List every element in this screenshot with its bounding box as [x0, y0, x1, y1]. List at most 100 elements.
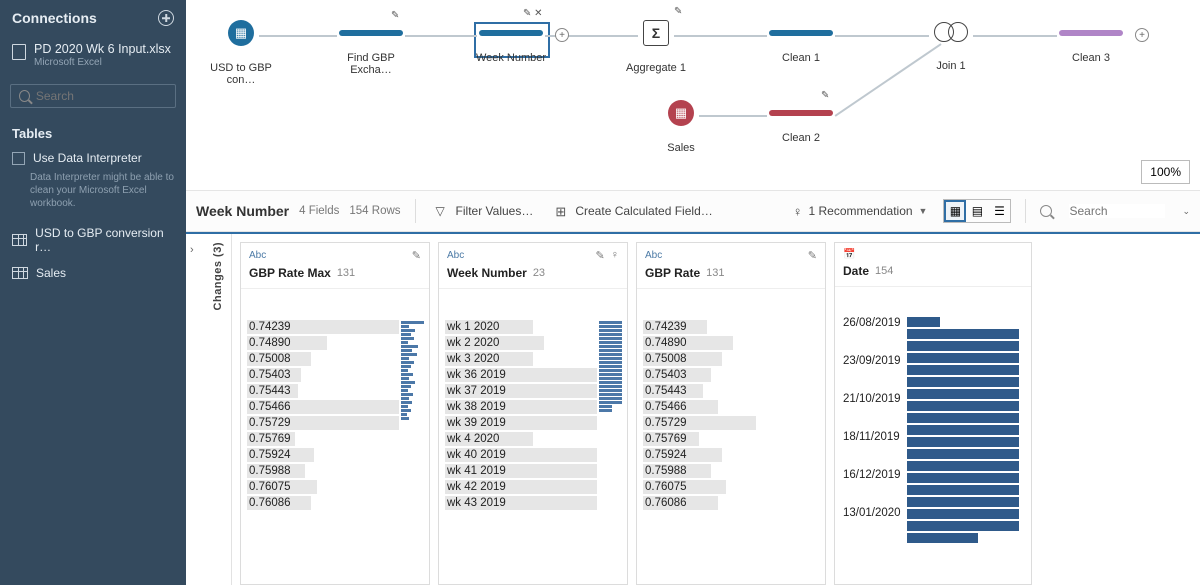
value-row[interactable]: 0.75008: [637, 351, 825, 367]
add-connection-icon[interactable]: [158, 10, 174, 26]
field-name: Date: [843, 264, 869, 278]
changes-label: Changes (3): [212, 242, 224, 310]
search-expand-icon[interactable]: ⌄: [1182, 206, 1190, 217]
date-label: 13/01/2020: [843, 507, 901, 545]
zoom-level[interactable]: 100%: [1141, 160, 1190, 184]
value-row[interactable]: 0.75443: [241, 383, 401, 399]
value-row[interactable]: wk 36 2019: [439, 367, 599, 383]
view-profile-button[interactable]: ▦: [944, 200, 966, 222]
clean-step-icon: [769, 110, 833, 116]
value-row[interactable]: 0.76086: [637, 495, 825, 511]
rename-icon[interactable]: ✎: [596, 249, 605, 262]
sidebar-header: Connections: [0, 0, 186, 36]
interpreter-checkbox[interactable]: [12, 152, 25, 165]
connection-file[interactable]: PD 2020 Wk 6 Input.xlsx Microsoft Excel: [0, 36, 186, 78]
value-row[interactable]: 0.74890: [241, 335, 401, 351]
value-row[interactable]: 0.74239: [241, 319, 401, 335]
value-row[interactable]: wk 1 2020: [439, 319, 599, 335]
data-interpreter: Use Data Interpreter: [0, 147, 186, 169]
view-list-button[interactable]: ▤: [966, 200, 988, 222]
flow-node-agg[interactable]: ΣAggregate 1: [611, 20, 701, 74]
value-row[interactable]: wk 4 2020: [439, 431, 599, 447]
connections-title: Connections: [12, 10, 97, 26]
rename-icon[interactable]: ✎: [808, 249, 817, 262]
bulb-icon[interactable]: ♀: [611, 249, 619, 262]
node-label: Join 1: [906, 60, 996, 72]
flow-node-usd[interactable]: ▦USD to GBP con…: [196, 20, 286, 86]
value-row[interactable]: 0.75988: [241, 463, 401, 479]
field-name: GBP Rate Max: [249, 266, 331, 280]
filter-values-button[interactable]: Filter Values…: [430, 200, 540, 222]
value-row[interactable]: 0.75403: [637, 367, 825, 383]
file-type: Microsoft Excel: [34, 57, 171, 68]
field-name: GBP Rate: [645, 266, 700, 280]
value-row[interactable]: 0.76075: [637, 479, 825, 495]
table-label: Sales: [36, 266, 66, 280]
value-row[interactable]: wk 40 2019: [439, 447, 599, 463]
flow-node-clean3[interactable]: Clean 3: [1046, 20, 1136, 64]
expand-chevron-icon[interactable]: ›: [190, 244, 194, 256]
value-row[interactable]: wk 41 2019: [439, 463, 599, 479]
value-row[interactable]: wk 43 2019: [439, 495, 599, 511]
changes-rail[interactable]: Changes (3): [204, 234, 232, 585]
value-row[interactable]: wk 42 2019: [439, 479, 599, 495]
step-title: Week Number: [196, 203, 289, 219]
add-step-icon[interactable]: +: [1135, 28, 1149, 42]
datasource-icon: ▦: [668, 100, 694, 126]
create-calc-field-button[interactable]: Create Calculated Field…: [549, 200, 718, 222]
value-row[interactable]: 0.75008: [241, 351, 401, 367]
value-row[interactable]: 0.75924: [637, 447, 825, 463]
rename-icon[interactable]: ✎: [412, 249, 421, 262]
value-row[interactable]: 0.75729: [637, 415, 825, 431]
flow-canvas[interactable]: 100% ▦USD to GBP con…Find GBP Excha…Week…: [186, 0, 1200, 190]
view-grid-button[interactable]: ☰: [988, 200, 1010, 222]
value-row[interactable]: wk 38 2019: [439, 399, 599, 415]
value-row[interactable]: 0.74890: [637, 335, 825, 351]
value-row[interactable]: 0.75466: [241, 399, 401, 415]
date-label: 23/09/2019: [843, 355, 901, 393]
field-card[interactable]: Abc✎GBP Rate Max1310.742390.748900.75008…: [240, 242, 430, 585]
value-row[interactable]: 0.75769: [637, 431, 825, 447]
sidebar-search-input[interactable]: [36, 89, 167, 103]
value-row[interactable]: 0.75924: [241, 447, 401, 463]
toolbar-search-input[interactable]: [1069, 204, 1165, 218]
table-item[interactable]: Sales: [0, 260, 186, 286]
table-item[interactable]: USD to GBP conversion r…: [0, 220, 186, 260]
field-card[interactable]: Abc✎GBP Rate1310.742390.748900.750080.75…: [636, 242, 826, 585]
value-row[interactable]: 0.74239: [637, 319, 825, 335]
node-label: USD to GBP con…: [196, 62, 286, 86]
value-row[interactable]: 0.75403: [241, 367, 401, 383]
add-step-icon[interactable]: +: [555, 28, 569, 42]
flow-node-sales[interactable]: ▦Sales: [636, 100, 726, 154]
funnel-icon: [436, 204, 450, 218]
clean-step-icon: [1059, 30, 1123, 36]
recommendations-button[interactable]: ♀ 1 Recommendation ▼: [787, 200, 934, 223]
value-row[interactable]: 0.75729: [241, 415, 401, 431]
flow-node-join[interactable]: Join 1: [906, 20, 996, 72]
value-row[interactable]: 0.75988: [637, 463, 825, 479]
step-change-icon: ✎: [821, 90, 829, 101]
value-row[interactable]: 0.76086: [241, 495, 401, 511]
toolbar-search[interactable]: [1062, 201, 1172, 221]
sidebar-search[interactable]: [10, 84, 176, 108]
tables-heading: Tables: [0, 114, 186, 147]
flow-node-clean2[interactable]: Clean 2: [756, 100, 846, 144]
value-row[interactable]: wk 39 2019: [439, 415, 599, 431]
value-row[interactable]: 0.75443: [637, 383, 825, 399]
node-label: Find GBP Excha…: [326, 52, 416, 76]
field-card[interactable]: Abc✎ ♀Week Number23wk 1 2020wk 2 2020wk …: [438, 242, 628, 585]
value-row[interactable]: 0.76075: [241, 479, 401, 495]
value-row[interactable]: 0.75466: [637, 399, 825, 415]
flow-node-find[interactable]: Find GBP Excha…: [326, 20, 416, 76]
flow-node-week[interactable]: Week Number: [466, 20, 556, 64]
value-row[interactable]: 0.75769: [241, 431, 401, 447]
node-label: Clean 2: [756, 132, 846, 144]
step-change-icon: ✎: [391, 10, 399, 21]
clean-step-icon: [769, 30, 833, 36]
value-row[interactable]: wk 2 2020: [439, 335, 599, 351]
clean-step-icon: [479, 30, 543, 36]
value-row[interactable]: wk 3 2020: [439, 351, 599, 367]
value-row[interactable]: wk 37 2019: [439, 383, 599, 399]
field-card-date[interactable]: 📅Date15426/08/201923/09/201921/10/201918…: [834, 242, 1032, 585]
flow-node-clean1[interactable]: Clean 1: [756, 20, 846, 64]
